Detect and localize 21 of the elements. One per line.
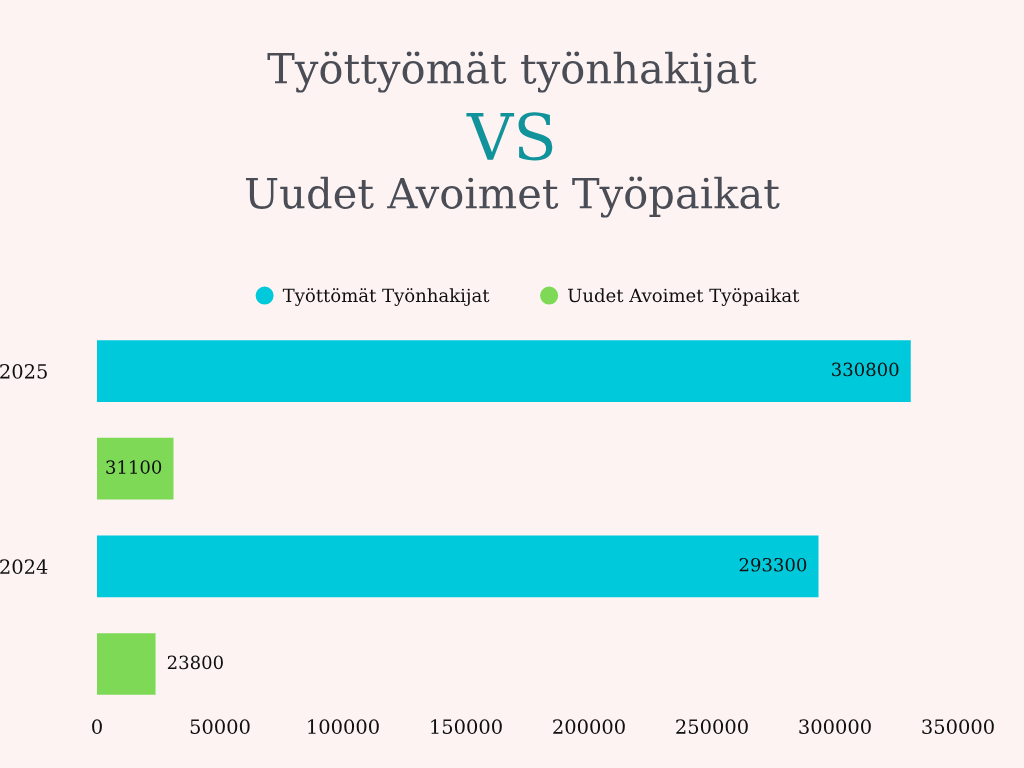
data-label: 330800 [832, 362, 899, 377]
x-tick-label: 200000 [553, 719, 625, 734]
x-tick-label: 0 [92, 719, 102, 734]
data-label: 31100 [106, 460, 162, 474]
y-tick-label: 2025 [0, 363, 47, 379]
x-tick-label: 150000 [431, 719, 502, 734]
bar [97, 340, 911, 402]
x-tick-label: 350000 [922, 719, 994, 734]
x-tick-label: 50000 [190, 719, 250, 734]
legend-label: Uudet Avoimet Työpaikat [568, 288, 800, 306]
x-tick-label: 300000 [799, 719, 871, 734]
legend-label: Työttömät Työnhakijat [282, 288, 490, 306]
bar [97, 437, 174, 500]
y-tick-label: 2024 [0, 559, 48, 574]
bar [97, 633, 156, 695]
x-tick-label: 100000 [308, 719, 379, 734]
data-label: 23800 [167, 655, 223, 670]
chart-title: Työttyömät työnhakijat VS Uudet Avoimet Työpaikat [246, 51, 780, 218]
bar [97, 535, 819, 598]
x-tick-label: 250000 [676, 719, 748, 734]
data-label: 293300 [739, 557, 807, 572]
